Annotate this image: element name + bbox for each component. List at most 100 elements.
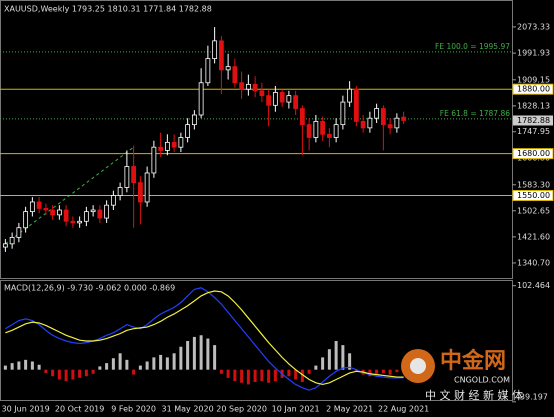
- candle-body: [293, 95, 299, 109]
- watermark-site: CNGOLD.COM: [454, 376, 510, 385]
- histogram-bar: [368, 369, 372, 377]
- candle-body: [9, 237, 15, 245]
- candle-body: [353, 88, 359, 122]
- x-tick-label: 30 Jun 2019: [2, 405, 50, 414]
- fibo-label: FE 61.8 = 1787.86: [440, 109, 510, 118]
- watermark-name: 中金网: [440, 348, 506, 374]
- x-tick-label: 9 Feb 2020: [111, 405, 156, 414]
- candle-body: [104, 204, 110, 219]
- macd-line: [5, 287, 404, 391]
- histogram-bar: [213, 345, 217, 370]
- x-tick-label: 31 May 2020: [162, 405, 214, 414]
- histogram-bar: [381, 369, 385, 373]
- candle-body: [90, 209, 96, 213]
- candle-body: [340, 101, 346, 126]
- y-tick-label: 1340.70: [517, 258, 550, 267]
- candle-body: [16, 227, 22, 238]
- candle-body: [205, 58, 211, 84]
- candle-body: [259, 90, 265, 97]
- histogram-bar: [287, 369, 291, 377]
- histogram-bar: [152, 357, 156, 370]
- histogram-bar: [186, 341, 190, 370]
- x-tick-label: 10 Jan 2021: [272, 405, 320, 414]
- candle-body: [117, 187, 123, 196]
- level-box: [512, 190, 554, 202]
- candle-body: [279, 92, 285, 103]
- current-price-box: [513, 115, 553, 126]
- histogram-bar: [24, 359, 28, 370]
- level-box: [512, 148, 554, 160]
- histogram-bar: [314, 365, 318, 370]
- candle-body: [185, 124, 191, 138]
- candle-body: [158, 146, 164, 151]
- histogram-bar: [17, 361, 21, 370]
- histogram-bar: [138, 365, 142, 370]
- candle-body: [23, 211, 29, 229]
- histogram-bar: [44, 369, 48, 373]
- y-tick-label: 1747.95: [517, 127, 550, 136]
- candle-body: [306, 124, 312, 138]
- histogram-bar: [145, 361, 149, 370]
- histogram-bar: [294, 369, 298, 380]
- histogram-bar: [206, 338, 210, 370]
- y-tick-label: -39.197: [517, 393, 548, 402]
- y-tick-label: 2073.33: [517, 22, 550, 31]
- candle-body: [70, 220, 76, 224]
- histogram-bar: [348, 353, 352, 370]
- candle-body: [252, 83, 258, 92]
- level-label: 1550.00: [517, 191, 550, 200]
- candle-body: [320, 121, 326, 135]
- candle-body: [326, 133, 332, 138]
- histogram-bar: [307, 369, 311, 374]
- candle-body: [218, 40, 224, 71]
- watermark-slogan: 中 文 财 经 新 媒 体: [425, 388, 523, 402]
- watermark: 中金网 CNGOLD.COM 中 文 财 经 新 媒 体: [401, 348, 523, 402]
- candle-body: [191, 114, 197, 126]
- histogram-bar: [240, 369, 244, 383]
- y-tick-label: 1583.30: [517, 180, 550, 189]
- candle-body: [50, 209, 56, 216]
- x-tick-label: 2 May 2021: [326, 405, 373, 414]
- level-box: [512, 83, 554, 95]
- histogram-bar: [327, 349, 331, 370]
- candle-body: [198, 82, 204, 116]
- candle-body: [401, 116, 407, 121]
- chart-title: XAUUSD,Weekly 1793.25 1810.31 1771.84 17…: [4, 5, 212, 14]
- histogram-bar: [91, 369, 95, 374]
- histogram-bar: [125, 359, 129, 370]
- histogram-bar: [395, 369, 399, 373]
- histogram-bar: [37, 364, 41, 370]
- histogram-bar: [51, 369, 55, 377]
- y-tick-label: 1828.13: [517, 101, 550, 110]
- candle-body: [151, 146, 157, 174]
- candle-body: [178, 137, 184, 148]
- histogram-bar: [84, 369, 88, 377]
- candle-body: [374, 108, 380, 119]
- histogram-bar: [98, 366, 102, 370]
- candle-body: [239, 82, 245, 90]
- level-label: 1880.00: [517, 85, 550, 94]
- histogram-bar: [300, 369, 304, 382]
- candle-body: [245, 83, 251, 90]
- histogram-bar: [132, 369, 136, 375]
- histogram-bar: [233, 369, 237, 382]
- histogram-bar: [172, 353, 176, 370]
- histogram-bar: [219, 369, 223, 374]
- histogram-bar: [354, 369, 358, 372]
- candle-body: [367, 117, 373, 129]
- candle-body: [43, 208, 49, 211]
- x-tick-label: 22 Aug 2021: [378, 405, 429, 414]
- y-tick-label: 1502.65: [517, 206, 550, 215]
- macd-panel: [0, 280, 513, 401]
- histogram-bar: [165, 357, 169, 370]
- histogram-bar: [64, 369, 68, 382]
- candle-body: [286, 95, 292, 103]
- candle-body: [225, 66, 231, 71]
- candle-body: [272, 92, 278, 106]
- histogram-bar: [341, 345, 345, 370]
- histogram-bar: [267, 369, 271, 383]
- plot: 2073.331991.931909.151828.131747.951666.…: [0, 22, 554, 414]
- histogram-bar: [3, 365, 7, 370]
- candle-body: [110, 195, 116, 206]
